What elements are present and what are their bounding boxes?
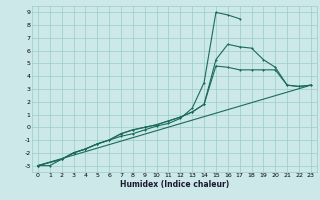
X-axis label: Humidex (Indice chaleur): Humidex (Indice chaleur) — [120, 180, 229, 189]
